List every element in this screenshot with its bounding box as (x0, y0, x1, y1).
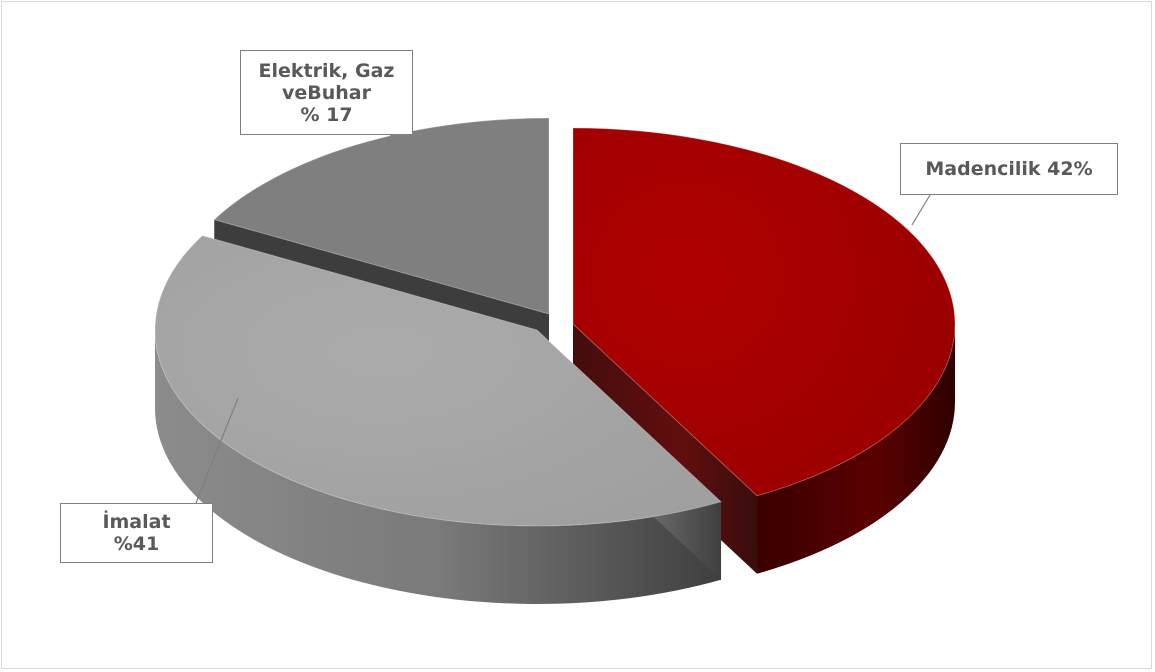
pie-slice-1-top (572, 127, 956, 497)
data-label-3-line-2: veBuhar (282, 81, 371, 104)
data-label-3-line-3: % 17 (300, 103, 353, 126)
data-label-3: Elektrik, Gaz veBuhar% 17 (240, 50, 413, 135)
pie-slice-2 (154, 235, 723, 604)
data-label-2: İmalat %41 (60, 503, 213, 563)
pie-slice-3-top (213, 117, 550, 315)
data-label-3-line-1: Elektrik, Gaz (258, 59, 395, 82)
label-leader-3 (389, 134, 411, 141)
pie-slice-2-top (154, 235, 723, 527)
pie-slice-1-side (757, 324, 955, 574)
data-label-1-line-1: Madencilik 42% (925, 158, 1093, 180)
data-label-1: Madencilik 42% (900, 143, 1118, 195)
data-label-2-line-1: İmalat (102, 511, 171, 533)
label-leader-2 (195, 397, 239, 504)
pie-slice-2-side (155, 330, 722, 604)
data-label-2-line-2: %41 (113, 533, 160, 555)
label-leader-1 (911, 194, 931, 226)
